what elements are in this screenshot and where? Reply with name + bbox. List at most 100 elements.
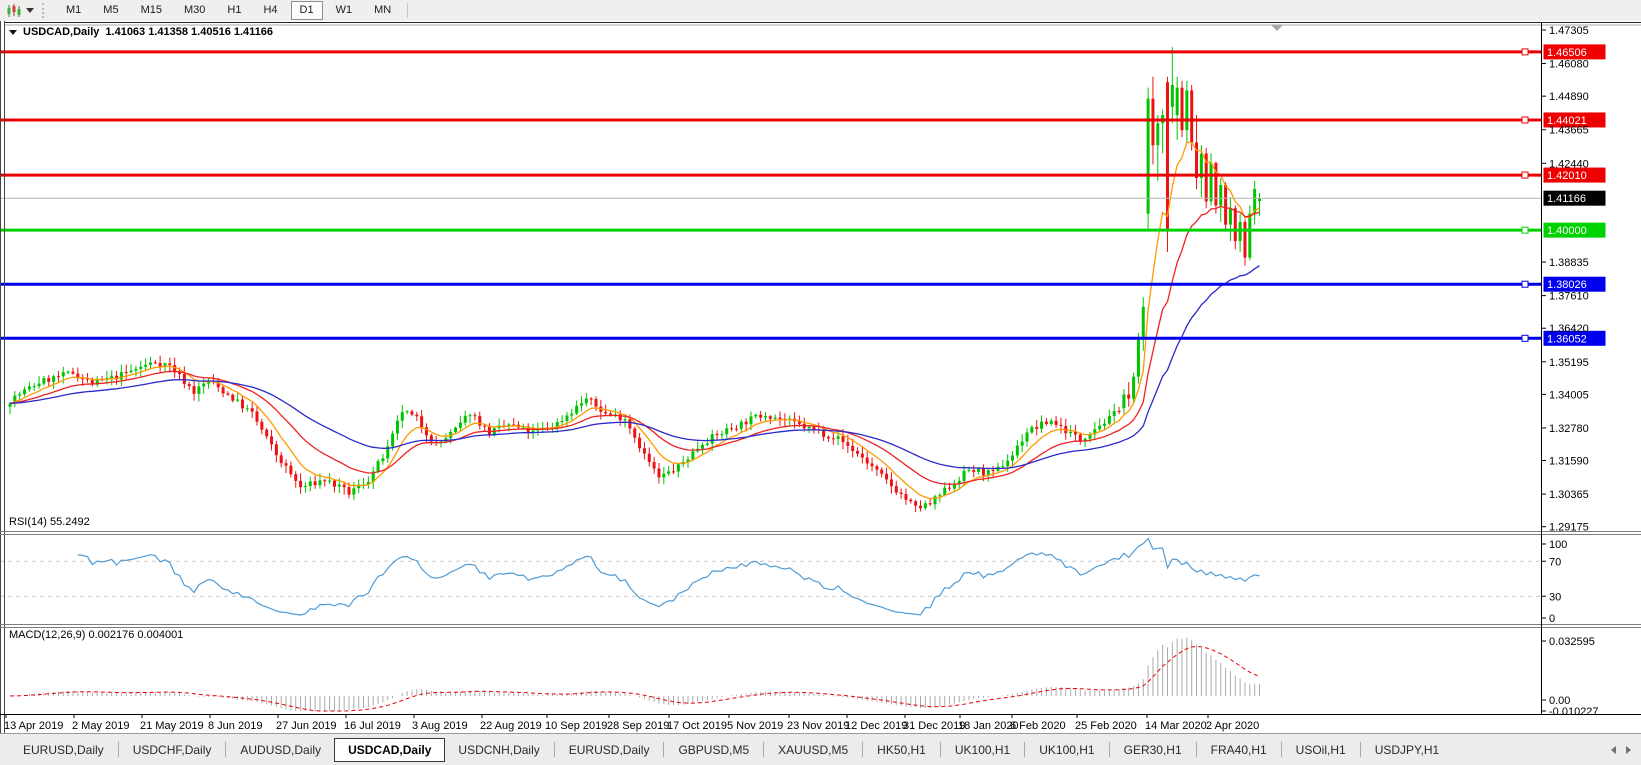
- date-label: 23 Nov 2019: [787, 720, 849, 732]
- tab-eurusd-daily[interactable]: EURUSD,Daily: [568, 742, 650, 757]
- chevron-down-icon[interactable]: [26, 8, 34, 13]
- svg-text:-0.010227: -0.010227: [1549, 706, 1599, 718]
- timeframe-button-m1[interactable]: M1: [66, 4, 82, 16]
- date-label: 5 Nov 2019: [727, 720, 783, 732]
- timeframe-button-h4[interactable]: H4: [263, 4, 278, 16]
- svg-text:1.44890: 1.44890: [1549, 91, 1589, 103]
- svg-text:1.47305: 1.47305: [1549, 25, 1589, 37]
- timeframe-toolbar: M1 M5 M15 M30 H1 H4 D1 W1 MN: [0, 0, 1641, 22]
- date-label: 10 Sep 2019: [545, 720, 607, 732]
- date-label: 22 Aug 2019: [480, 720, 542, 732]
- svg-text:1.38835: 1.38835: [1549, 257, 1589, 269]
- horizontal-price-lines[interactable]: 1.46506 1.44021 1.42010 1.40000 1.38026 1.360…: [0, 44, 1606, 346]
- candlestick-chart-icon[interactable]: [4, 3, 24, 18]
- line-handle: [1521, 280, 1529, 288]
- svg-text:0.00: 0.00: [1549, 695, 1570, 707]
- tab-separator: [1280, 742, 1282, 757]
- medium-ma-line: [9, 205, 1260, 485]
- tab-gbpusd-m5[interactable]: GBPUSD,M5: [678, 742, 750, 757]
- tab-separator: [1024, 742, 1026, 757]
- svg-text:1.42010: 1.42010: [1547, 170, 1587, 182]
- tab-separator: [553, 742, 555, 757]
- tab-xauusd-m5[interactable]: XAUUSD,M5: [778, 742, 849, 757]
- tab-scroll-left-icon[interactable]: [1611, 745, 1616, 754]
- chart-canvas[interactable]: 1.46506 1.44021 1.42010 1.40000 1.38026 1.360…: [0, 21, 1641, 733]
- chart-ohlc-values: 1.41063 1.41358 1.40516 1.41166: [105, 26, 274, 38]
- tab-separator: [862, 742, 864, 757]
- indicator-curves: [9, 537, 1260, 712]
- chart-title: USDCAD,Daily 1.41063 1.41358 1.40516 1.4…: [9, 26, 273, 38]
- svg-text:1.46080: 1.46080: [1549, 59, 1589, 71]
- date-label: 13 Apr 2019: [4, 720, 63, 732]
- slow-ma-line: [9, 265, 1260, 470]
- tab-hk50-h1[interactable]: HK50,H1: [877, 742, 926, 757]
- line-handle: [1521, 226, 1529, 234]
- tab-separator: [1108, 742, 1110, 757]
- date-label: 16 Jul 2019: [344, 720, 401, 732]
- tab-separator: [939, 742, 941, 757]
- svg-text:1.36420: 1.36420: [1549, 323, 1589, 335]
- timeframe-button-h1[interactable]: H1: [227, 4, 242, 16]
- tab-usdchf-daily[interactable]: USDCHF,Daily: [132, 742, 212, 757]
- svg-text:30: 30: [1549, 591, 1561, 603]
- tab-separator: [1195, 742, 1197, 757]
- svg-text:0.032595: 0.032595: [1549, 636, 1595, 648]
- price-line-label: [1543, 222, 1606, 238]
- toolbar-grip[interactable]: [42, 3, 47, 18]
- macd-indicator-label: MACD(12,26,9) 0.002176 0.004001: [9, 629, 184, 641]
- timeframe-button-mn[interactable]: MN: [374, 4, 392, 16]
- candlesticks[interactable]: [8, 47, 1261, 513]
- date-label: 2 May 2019: [72, 720, 129, 732]
- date-label: 25 Feb 2020: [1075, 720, 1137, 732]
- tab-ger30-h1[interactable]: GER30,H1: [1123, 742, 1182, 757]
- svg-text:1.32780: 1.32780: [1549, 423, 1589, 435]
- tab-fra40-h1[interactable]: FRA40,H1: [1210, 742, 1267, 757]
- date-label: 3 Aug 2019: [412, 720, 468, 732]
- symbol-tab-bar: EURUSD,Daily USDCHF,Daily AUDUSD,Daily USDC…: [0, 733, 1641, 765]
- collapse-caret-icon[interactable]: [9, 29, 17, 35]
- tab-usdcnh-daily[interactable]: USDCNH,Daily: [458, 742, 540, 757]
- chart-symbol-period: USDCAD,Daily: [23, 26, 100, 38]
- rsi-curve: [77, 537, 1260, 616]
- tab-separator: [663, 742, 665, 757]
- tab-audusd-daily[interactable]: AUDUSD,Daily: [240, 742, 322, 757]
- price-line-label: [1543, 190, 1606, 206]
- tab-separator: [763, 742, 765, 757]
- moving-average-lines: [9, 141, 1260, 500]
- timeframe-buttons: M1 M5 M15 M30 H1 H4 D1 W1 MN: [55, 1, 402, 20]
- date-label: 8 Jun 2019: [208, 720, 262, 732]
- date-label: 14 Mar 2020: [1145, 720, 1207, 732]
- tab-uk100-h1[interactable]: UK100,H1: [1039, 742, 1095, 757]
- timeframe-button-d1[interactable]: D1: [290, 1, 323, 20]
- line-handle: [1521, 171, 1529, 179]
- timeframe-button-w1[interactable]: W1: [335, 4, 353, 16]
- svg-text:0: 0: [1549, 613, 1555, 625]
- date-label: 12 Dec 2019: [845, 720, 907, 732]
- axes[interactable]: 1.47305 1.46080 1.44890 1.43665 1.42440 1.388…: [0, 21, 1641, 733]
- price-line-label: [1543, 330, 1606, 346]
- timeframe-button-m5[interactable]: M5: [103, 4, 119, 16]
- price-line-label: [1543, 167, 1606, 183]
- svg-text:1.35195: 1.35195: [1549, 357, 1589, 369]
- tab-separator: [117, 742, 119, 757]
- macd-signal-line: [9, 645, 1260, 712]
- svg-text:1.29175: 1.29175: [1549, 522, 1589, 534]
- timeframe-button-m30[interactable]: M30: [183, 4, 206, 16]
- price-line-label: [1543, 112, 1606, 128]
- tab-uk100-h1[interactable]: UK100,H1: [954, 742, 1011, 757]
- tab-usdcad-daily[interactable]: USDCAD,Daily: [334, 737, 446, 762]
- tab-usdjpy-h1[interactable]: USDJPY,H1: [1374, 742, 1440, 757]
- timeframe-button-m15[interactable]: M15: [140, 4, 162, 16]
- chart-window[interactable]: 1.46506 1.44021 1.42010 1.40000 1.38026 1.360…: [0, 21, 1641, 733]
- svg-text:1.40000: 1.40000: [1547, 225, 1587, 237]
- svg-text:1.34005: 1.34005: [1549, 389, 1589, 401]
- tab-eurusd-daily[interactable]: EURUSD,Daily: [23, 742, 104, 757]
- date-label: 17 Oct 2019: [667, 720, 727, 732]
- date-label: 27 Jun 2019: [276, 720, 337, 732]
- indicator-level-lines: [0, 560, 1541, 597]
- svg-text:100: 100: [1549, 539, 1567, 551]
- tab-scroll-right-icon[interactable]: [1626, 745, 1631, 754]
- tab-navigation: [1601, 745, 1641, 754]
- tab-usoil-h1[interactable]: USOil,H1: [1295, 742, 1346, 757]
- date-label: 18 Jan 2020: [958, 720, 1019, 732]
